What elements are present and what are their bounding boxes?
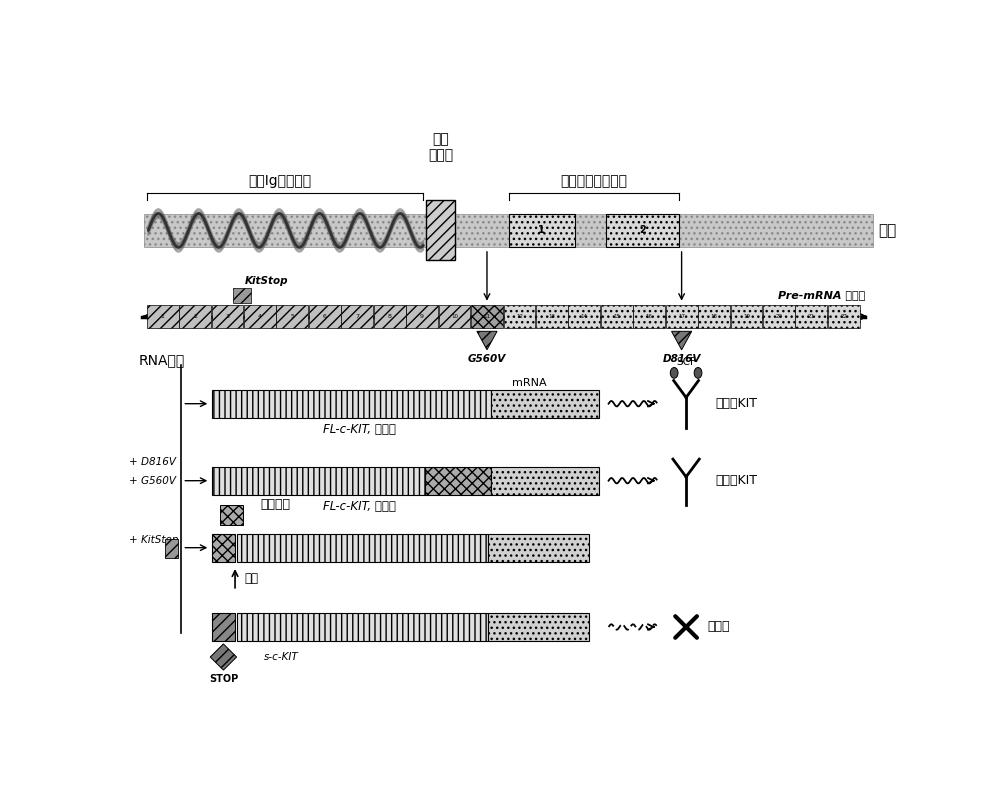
Text: 无蛋白: 无蛋白 [708, 620, 730, 634]
Text: 9: 9 [420, 314, 424, 320]
Bar [763, 305, 795, 328]
Text: 22: 22 [840, 314, 847, 320]
Text: Pre-mRNA 转录物: Pre-mRNA 转录物 [778, 290, 865, 300]
Text: 酪氨酸激酶结构域: 酪氨酸激酶结构域 [560, 174, 627, 188]
Text: KitStop: KitStop [244, 276, 288, 286]
Text: 15: 15 [613, 314, 620, 320]
Text: 14: 14 [581, 314, 588, 320]
Bar [509, 214, 574, 247]
Bar [220, 505, 243, 524]
Text: 13: 13 [548, 314, 555, 320]
Bar [568, 305, 600, 328]
Text: RNA剪接: RNA剪接 [139, 354, 185, 368]
Bar [439, 305, 470, 328]
Text: 1: 1 [538, 225, 545, 236]
Bar [698, 305, 730, 328]
Bar [212, 305, 243, 328]
Bar [633, 305, 665, 328]
Text: s-c-KIT: s-c-KIT [264, 652, 299, 662]
Bar [165, 539, 178, 558]
Bar [491, 390, 599, 418]
Text: 8: 8 [388, 314, 392, 320]
Text: + G560V: + G560V [129, 475, 176, 486]
Text: 跨膜
结构域: 跨膜 结构域 [428, 132, 453, 162]
Bar [309, 305, 341, 328]
Text: FL-c-KIT, 突变体: FL-c-KIT, 突变体 [323, 500, 395, 513]
Text: 2: 2 [639, 225, 646, 236]
Ellipse shape [670, 368, 678, 378]
Text: D816V: D816V [662, 354, 701, 365]
Text: 20: 20 [775, 314, 782, 320]
Bar [504, 305, 535, 328]
Bar [488, 534, 589, 562]
Bar [179, 305, 211, 328]
Bar [491, 467, 599, 494]
Bar [212, 390, 491, 418]
Text: + KitStop: + KitStop [129, 535, 178, 545]
Text: 12: 12 [516, 314, 523, 320]
Polygon shape [210, 644, 237, 670]
Bar [233, 288, 251, 303]
Text: 蛋白: 蛋白 [878, 223, 897, 238]
Bar [828, 305, 860, 328]
Bar [144, 214, 873, 247]
Bar [471, 305, 503, 328]
Polygon shape [477, 331, 497, 350]
Text: FL-c-KIT, 野生型: FL-c-KIT, 野生型 [323, 423, 395, 436]
Bar [341, 305, 373, 328]
Text: 可变剪接: 可变剪接 [261, 498, 291, 511]
Text: SCF: SCF [676, 357, 696, 367]
Text: G560V: G560V [468, 354, 506, 365]
Text: 16: 16 [646, 314, 653, 320]
Bar [601, 305, 633, 328]
Text: mRNA: mRNA [512, 377, 547, 388]
Bar [731, 305, 762, 328]
Text: 胞外Ig样结构域: 胞外Ig样结构域 [248, 174, 312, 188]
Text: 7: 7 [355, 314, 359, 320]
Bar [606, 214, 679, 247]
Text: 5: 5 [290, 314, 294, 320]
Polygon shape [672, 331, 692, 350]
Text: 野生型KIT: 野生型KIT [716, 397, 758, 411]
Text: 4: 4 [258, 314, 262, 320]
Text: 2: 2 [193, 314, 197, 320]
Bar [795, 305, 827, 328]
Bar [276, 305, 308, 328]
Bar [666, 305, 698, 328]
Bar [237, 613, 488, 641]
Bar [244, 305, 276, 328]
Text: 突变体KIT: 突变体KIT [716, 474, 758, 487]
Text: STOP: STOP [209, 674, 238, 684]
Text: 11: 11 [483, 314, 490, 320]
Bar [425, 467, 491, 494]
Bar [406, 305, 438, 328]
Text: 21: 21 [808, 314, 815, 320]
Text: 17: 17 [678, 314, 685, 320]
Text: 6: 6 [323, 314, 327, 320]
Ellipse shape [694, 368, 702, 378]
Bar [374, 305, 406, 328]
Text: 1: 1 [161, 314, 165, 320]
Bar [536, 305, 568, 328]
Text: 19: 19 [743, 314, 750, 320]
Text: 18: 18 [711, 314, 718, 320]
Bar [237, 534, 488, 562]
Bar [488, 613, 589, 641]
Text: 移码: 移码 [244, 572, 258, 585]
Text: 10: 10 [451, 314, 458, 320]
Bar [212, 467, 425, 494]
Bar [212, 613, 235, 641]
Bar [212, 534, 235, 562]
Text: 3: 3 [225, 314, 229, 320]
Bar [426, 200, 455, 260]
Bar [147, 305, 179, 328]
Text: + D816V: + D816V [129, 457, 176, 467]
